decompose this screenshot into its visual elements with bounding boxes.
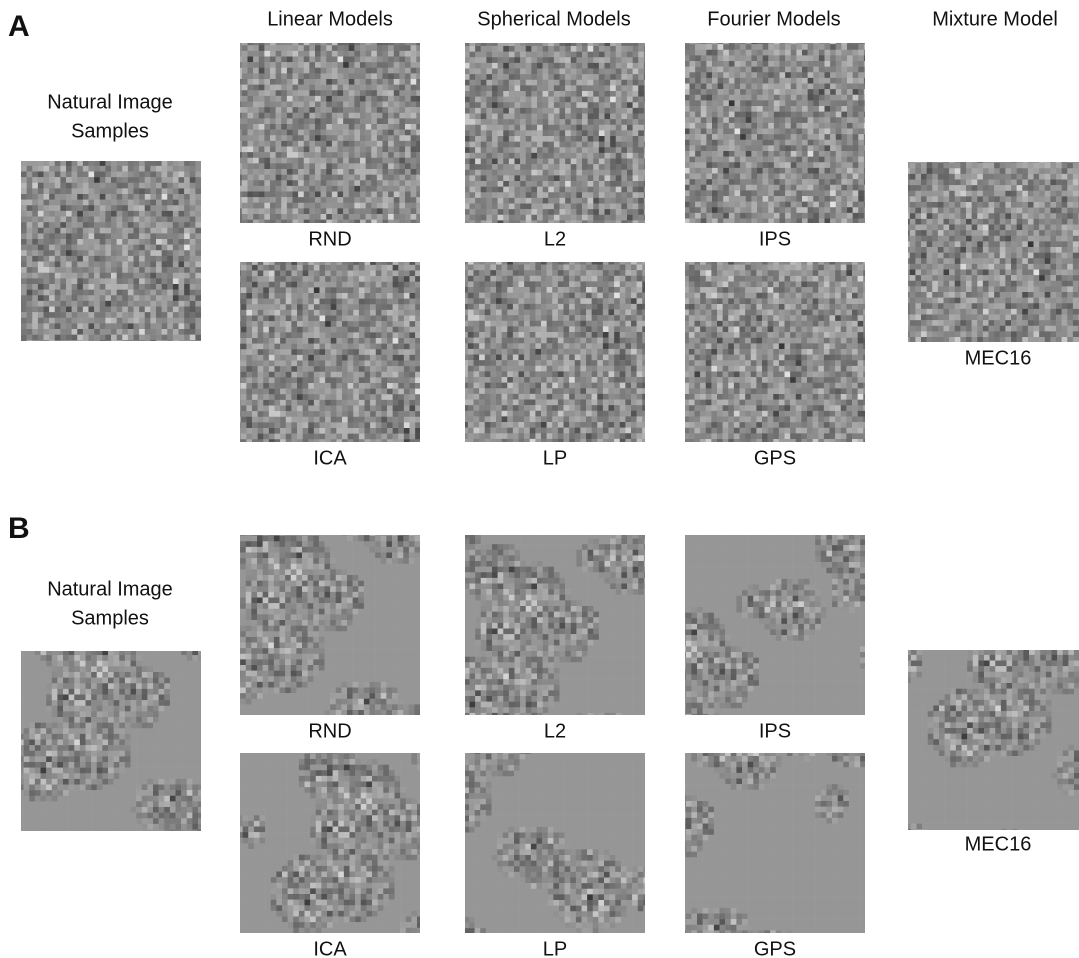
- column-header: Linear Models: [267, 8, 393, 30]
- image-patch: [240, 753, 420, 933]
- image-patch: [240, 43, 420, 223]
- image-patch: [21, 651, 201, 831]
- natural-label: Natural Image: [47, 91, 173, 113]
- model-label: RND: [308, 228, 351, 250]
- model-label: IPS: [759, 228, 791, 250]
- image-patch: [685, 43, 865, 223]
- natural-label: Samples: [71, 607, 149, 629]
- image-patch: [908, 162, 1079, 342]
- column-header: Mixture Model: [932, 8, 1058, 30]
- image-patch: [908, 650, 1079, 830]
- model-label: L2: [544, 228, 566, 250]
- model-label: ICA: [313, 447, 347, 469]
- column-header: Fourier Models: [707, 8, 840, 30]
- image-patch: [21, 161, 201, 341]
- model-label: GPS: [754, 447, 796, 469]
- model-label: GPS: [754, 938, 796, 958]
- image-patch: [240, 535, 420, 715]
- model-label: RND: [308, 720, 351, 742]
- image-patch: [465, 753, 645, 933]
- figure: A Linear Models Spherical Models Fourier Mo…: [0, 0, 1079, 958]
- panel-letter: B: [8, 512, 30, 545]
- image-patch: [240, 262, 420, 442]
- model-label: LP: [543, 447, 567, 469]
- model-label: ICA: [313, 938, 347, 958]
- model-label: MEC16: [965, 833, 1032, 855]
- natural-label: Samples: [71, 120, 149, 142]
- panel-letter: A: [8, 10, 30, 43]
- model-label: IPS: [759, 720, 791, 742]
- column-header: Spherical Models: [477, 8, 630, 30]
- image-patch: [465, 43, 645, 223]
- image-patch: [685, 535, 865, 715]
- image-patch: [685, 262, 865, 442]
- model-label: L2: [544, 720, 566, 742]
- natural-label: Natural Image: [47, 578, 173, 600]
- image-patch: [465, 262, 645, 442]
- image-patch: [465, 535, 645, 715]
- model-label: LP: [543, 938, 567, 958]
- image-patch: [685, 753, 865, 933]
- model-label: MEC16: [965, 347, 1032, 369]
